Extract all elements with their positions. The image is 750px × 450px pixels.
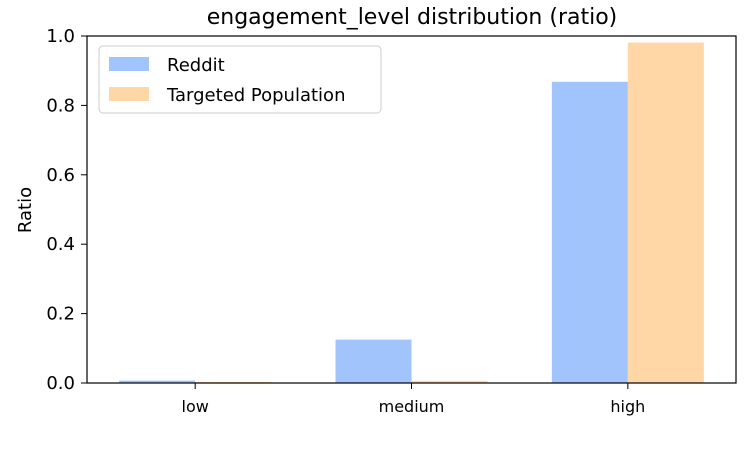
axes-layer: low medium high 0.0 0.2 0.4 0.6 0.8 1.0 bbox=[46, 26, 737, 416]
legend-swatch bbox=[109, 57, 149, 71]
y-tick-label: 1.0 bbox=[46, 26, 75, 47]
y-tick-label: 0.2 bbox=[46, 304, 75, 325]
legend-entry: Reddit bbox=[167, 55, 225, 76]
legend-entry: Targeted Population bbox=[166, 85, 345, 106]
x-tick-label: low bbox=[182, 397, 209, 416]
y-tick-label: 0.6 bbox=[46, 165, 75, 186]
y-tick-label: 0.0 bbox=[46, 373, 75, 394]
bar-medium-series-1 bbox=[411, 380, 488, 383]
chart-title: engagement_level distribution (ratio) bbox=[207, 5, 618, 30]
legend: Reddit Targeted Population bbox=[98, 45, 382, 114]
bar-high-series-1 bbox=[627, 42, 704, 384]
legend-swatch bbox=[109, 87, 149, 101]
y-tick-label: 0.4 bbox=[46, 234, 75, 255]
bar-medium-series-0 bbox=[335, 339, 412, 383]
bars-layer bbox=[119, 42, 704, 384]
x-tick-label: medium bbox=[379, 397, 445, 416]
plot-frame bbox=[86, 35, 737, 384]
bar-low-series-0 bbox=[119, 380, 196, 383]
legend-box bbox=[98, 45, 382, 114]
y-tick-label: 0.8 bbox=[46, 95, 75, 116]
y-axis-label: Ratio bbox=[15, 187, 36, 233]
x-tick-label: high bbox=[610, 397, 645, 416]
bar-high-series-0 bbox=[551, 81, 628, 383]
